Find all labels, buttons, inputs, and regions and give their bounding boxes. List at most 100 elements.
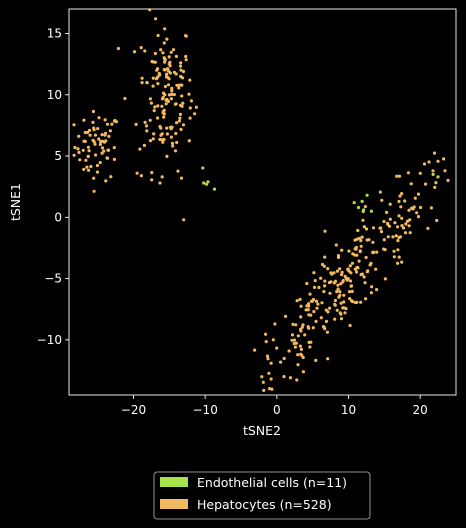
hepatocyte-point	[431, 169, 435, 173]
hepatocyte-point	[109, 175, 113, 179]
hepatocyte-point	[162, 137, 166, 142]
hepatocyte-point	[95, 170, 100, 174]
hepatocyte-point	[357, 259, 361, 263]
hepatocyte-point	[194, 105, 198, 109]
hepatocyte-point	[179, 176, 184, 180]
hepatocyte-point	[82, 167, 86, 171]
hepatocyte-point	[177, 119, 181, 123]
hepatocyte-point	[363, 281, 367, 285]
hepatocyte-point	[317, 285, 321, 290]
hepatocyte-point	[261, 380, 265, 384]
hepatocyte-point	[170, 86, 174, 90]
hepatocyte-point	[94, 153, 98, 157]
hepatocyte-point	[72, 123, 76, 127]
hepatocyte-point	[343, 311, 347, 315]
hepatocyte-point	[103, 118, 107, 122]
hepatocyte-point	[184, 54, 188, 59]
hepatocyte-point	[187, 92, 191, 96]
hepatocyte-point	[326, 357, 330, 361]
hepatocyte-point	[72, 153, 76, 157]
hepatocyte-point	[287, 349, 291, 353]
hepatocyte-point	[309, 340, 313, 344]
hepatocyte-point	[395, 174, 399, 178]
hepatocyte-point	[298, 297, 302, 301]
hepatocyte-point	[350, 261, 355, 265]
hepatocyte-point	[166, 75, 170, 79]
hepatocyte-point	[134, 122, 138, 126]
hepatocyte-point	[311, 326, 315, 330]
hepatocyte-point	[179, 61, 183, 65]
hepatocyte-point	[362, 275, 366, 279]
hepatocyte-point	[158, 181, 162, 185]
hepatocyte-point	[163, 27, 167, 31]
hepatocyte-point	[105, 122, 110, 126]
hepatocyte-point	[320, 262, 325, 267]
hepatocyte-point	[165, 132, 169, 136]
hepatocyte-point	[170, 92, 174, 96]
hepatocyte-point	[365, 270, 369, 274]
hepatocyte-point	[419, 205, 423, 210]
hepatocyte-point	[138, 147, 142, 151]
hepatocyte-point	[292, 341, 296, 346]
hepatocyte-point	[184, 34, 188, 38]
endothelial-point	[205, 182, 209, 186]
hepatocyte-point	[353, 253, 357, 257]
hepatocyte-point	[429, 206, 433, 210]
hepatocyte-point	[175, 121, 179, 125]
hepatocyte-point	[149, 101, 153, 105]
hepatocyte-point	[433, 185, 437, 189]
hepatocyte-point	[387, 224, 392, 228]
x-axis-label: tSNE2	[243, 423, 281, 438]
hepatocyte-point	[392, 249, 396, 253]
hepatocyte-point	[397, 214, 401, 218]
hepatocyte-point	[154, 17, 158, 21]
legend: Endothelial cells (n=11) Hepatocytes (n=…	[153, 471, 371, 520]
hepatocyte-point	[170, 141, 175, 145]
hepatocyte-point	[312, 285, 317, 289]
y-tick-label: 5	[54, 149, 62, 163]
hepatocyte-point	[139, 174, 143, 178]
y-tick-label: 0	[54, 210, 62, 224]
hepatocyte-point	[148, 8, 152, 12]
hepatocyte-point	[172, 70, 176, 74]
hepatocyte-point	[353, 247, 357, 251]
hepatocyte-point	[77, 134, 81, 138]
hepatocyte-point	[150, 59, 154, 64]
plot-frame	[68, 8, 457, 396]
hepatocyte-point	[132, 50, 137, 54]
legend-swatch-endothelial	[160, 477, 188, 487]
hepatocyte-point	[370, 285, 374, 289]
hepatocyte-point	[435, 218, 439, 223]
hepatocyte-point	[350, 289, 354, 293]
hepatocyte-point	[270, 387, 274, 391]
hepatocyte-point	[341, 280, 345, 284]
hepatocyte-point	[316, 302, 320, 306]
hepatocyte-point	[338, 290, 342, 294]
hepatocyte-point	[156, 67, 160, 71]
hepatocyte-point	[360, 235, 364, 239]
hepatocyte-point	[135, 171, 139, 175]
hepatocyte-point	[398, 194, 402, 198]
hepatocyte-point	[288, 376, 293, 380]
hepatocyte-point	[180, 94, 184, 98]
hepatocyte-point	[393, 221, 397, 225]
hepatocyte-point	[308, 345, 312, 349]
hepatocyte-point	[399, 205, 403, 209]
hepatocyte-point	[335, 290, 339, 294]
hepatocyte-point	[169, 50, 173, 54]
hepatocyte-point	[299, 315, 303, 319]
hepatocyte-point	[163, 58, 167, 62]
hepatocyte-point	[143, 120, 147, 124]
y-tick-label: 10	[47, 88, 62, 102]
hepatocyte-point	[326, 310, 330, 314]
hepatocyte-point	[112, 157, 116, 161]
hepatocyte-point	[154, 77, 159, 81]
hepatocyte-point	[313, 279, 317, 283]
hepatocyte-point	[341, 306, 345, 310]
hepatocyte-point	[98, 161, 102, 165]
y-tick-label: 15	[47, 27, 62, 41]
hepatocyte-point	[175, 83, 179, 87]
hepatocyte-point	[144, 124, 149, 128]
hepatocyte-point	[299, 352, 303, 356]
hepatocyte-point	[85, 130, 90, 135]
